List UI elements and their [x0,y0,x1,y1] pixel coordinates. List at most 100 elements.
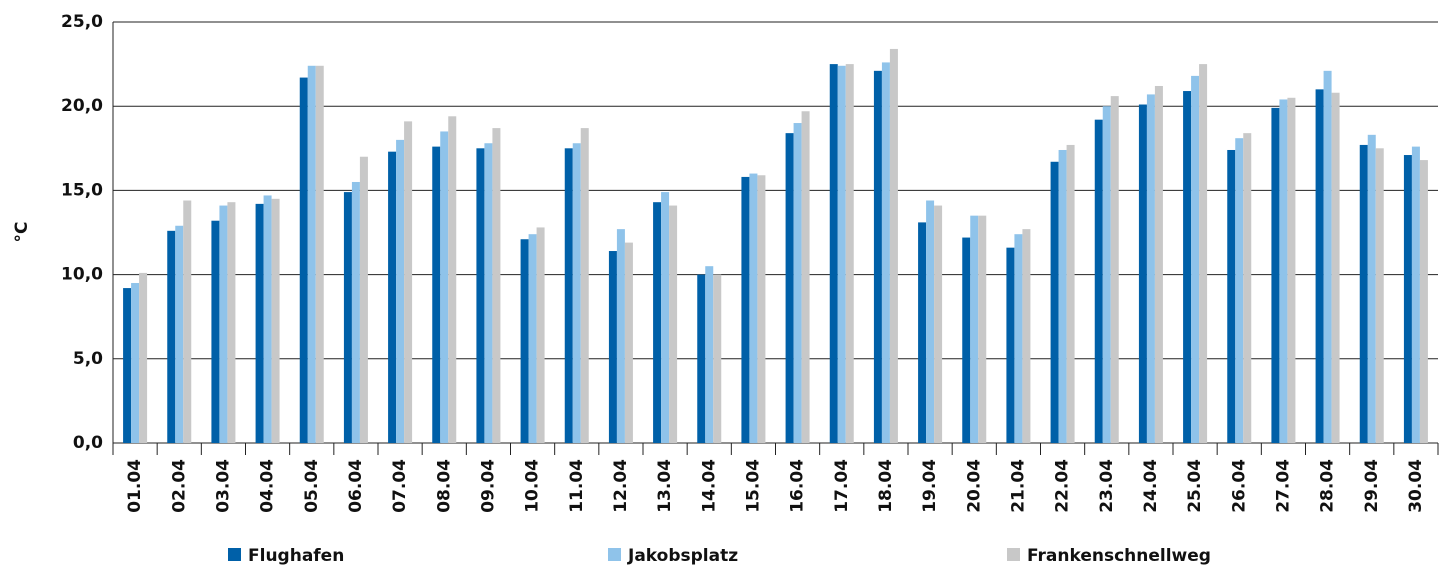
bar [183,200,192,443]
bar [962,237,971,443]
x-tick-label: 13.04 [655,459,675,513]
x-tick-label: 06.04 [346,459,366,513]
bar [1375,148,1384,444]
bar [432,146,441,443]
bar [1279,99,1288,444]
bar [1359,144,1368,443]
bar [1235,138,1244,444]
y-tick-label: 5,0 [73,349,103,369]
bar [520,239,529,443]
bar [263,195,272,443]
legend-label: Jakobsplatz [627,546,738,566]
x-tick-label: 24.04 [1141,459,1161,513]
bar [793,123,802,443]
bar [1146,94,1155,444]
bar [749,173,758,443]
x-tick-label: 01.04 [125,459,145,513]
bar [299,77,308,444]
bar [484,143,493,444]
bar [271,198,280,443]
bar [139,272,148,443]
bar [978,215,987,443]
x-tick-label: 18.04 [876,459,896,513]
bar [889,48,898,443]
bar [1014,234,1023,443]
bar [1323,70,1332,443]
bar [492,128,501,444]
bar [1058,149,1067,443]
x-tick-label: 26.04 [1229,459,1249,513]
bar [131,283,140,443]
bar [608,251,617,443]
y-tick-label: 15,0 [61,180,103,200]
x-tick-label: 23.04 [1097,459,1117,513]
bar [528,234,537,443]
bar [211,220,220,443]
x-tick-label: 28.04 [1318,459,1338,513]
bar [1138,104,1147,444]
bar [970,215,979,443]
bar [829,64,838,443]
bar [661,192,670,443]
bar [123,288,132,443]
legend-swatch [228,548,241,561]
bar [1419,160,1428,443]
x-tick-label: 09.04 [478,459,498,513]
bar [175,225,184,443]
x-tick-label: 25.04 [1185,459,1205,513]
bar [564,148,573,444]
x-tick-label: 12.04 [611,459,631,513]
y-tick-label: 25,0 [61,12,103,32]
legend-label: Flughafen [248,546,344,566]
bar [343,192,352,443]
bar [873,70,882,443]
x-tick-label: 19.04 [920,459,940,513]
bar [1094,119,1103,443]
y-axis-label: °C [12,222,32,243]
bar [255,203,264,443]
bar [669,205,678,443]
bar [705,266,714,443]
bar [1411,146,1420,443]
x-tick-label: 16.04 [788,459,808,513]
bar [1102,106,1111,443]
y-tick-label: 10,0 [61,265,103,285]
x-tick-label: 10.04 [523,459,543,513]
x-tick-label: 08.04 [434,459,454,513]
bar [653,202,662,443]
bar [448,116,457,443]
x-tick-label: 14.04 [699,459,719,513]
x-tick-label: 03.04 [213,459,233,513]
bar [741,176,750,444]
bar [881,62,890,443]
x-tick-label: 22.04 [1053,459,1073,513]
bar [801,111,810,443]
bar [440,131,449,443]
y-tick-label: 20,0 [61,96,103,116]
bar [536,227,545,443]
bar [757,175,766,443]
bar [1271,107,1280,443]
x-tick-label: 02.04 [169,459,189,513]
x-tick-label: 20.04 [964,459,984,513]
bar [227,202,236,443]
bar [1006,247,1015,443]
bar [1331,92,1340,443]
bar [1199,64,1208,443]
x-tick-label: 21.04 [1008,459,1028,513]
bar [1367,134,1376,443]
x-tick-label: 15.04 [743,459,763,513]
bar [1227,149,1236,443]
bar [315,65,324,443]
bar [918,222,927,443]
bar [1110,96,1119,443]
x-tick-label: 29.04 [1362,459,1382,513]
bar [624,242,633,443]
bar [785,133,794,444]
bar [1243,133,1252,444]
bar [926,200,935,443]
bar [1183,91,1192,443]
bar [388,151,397,443]
bar [572,143,581,444]
